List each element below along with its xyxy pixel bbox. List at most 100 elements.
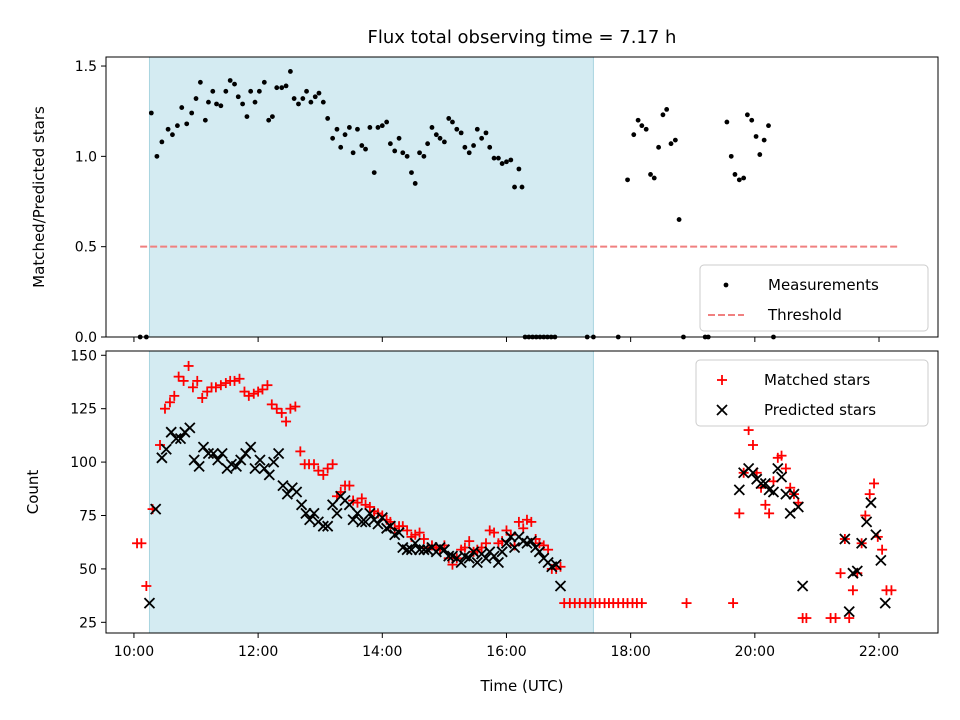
bottom-predicted-stars-point <box>843 605 855 618</box>
bottom-matched-stars-point <box>192 375 203 386</box>
bottom-legend-box <box>695 359 929 427</box>
bottom-legend[interactable]: Matched stars Predicted stars <box>695 359 929 427</box>
top-legend-item[interactable]: Measurements <box>723 276 879 294</box>
bottom-predicted-stars-point <box>347 514 359 526</box>
top-measurements-point <box>396 135 402 141</box>
bottom-predicted-stars-point <box>860 516 873 528</box>
top-measurements-point <box>320 99 326 105</box>
top-measurements-point <box>672 137 678 143</box>
bottom-legend-label: Predicted stars <box>764 401 876 419</box>
top-measurements-point <box>197 79 203 85</box>
bottom-predicted-stars-point <box>409 537 421 549</box>
top-measurements-point <box>159 139 165 145</box>
bottom-predicted-stars-point <box>193 460 205 473</box>
top-measurements-point <box>193 96 199 101</box>
top-measurements-point <box>165 126 171 132</box>
bottom-axes-frame <box>105 350 939 634</box>
bottom-matched-stars-point <box>178 375 189 386</box>
bottom-matched-stars-point <box>764 508 775 519</box>
top-measurements-point <box>202 117 208 123</box>
top-measurements-point <box>736 177 742 183</box>
bottom-predicted-stars-point <box>308 507 320 520</box>
bottom-ytick-label: 125 <box>70 402 97 418</box>
bottom-matched-stars-point <box>322 463 333 474</box>
bottom-predicted-stars-point <box>772 462 784 475</box>
bottom-predicted-stars-point <box>480 552 492 564</box>
top-measurements-point <box>643 126 649 132</box>
top-measurements-point <box>252 99 258 105</box>
bottom-legend-item[interactable]: Matched stars <box>717 371 870 389</box>
top-measurements-point <box>635 117 641 123</box>
bottom-predicted-stars-point <box>150 503 162 515</box>
top-measurements-point <box>279 85 285 91</box>
bottom-matched-stars-point <box>155 440 166 450</box>
top-measurements-point <box>625 177 630 183</box>
top-measurements-point <box>148 110 154 116</box>
top-measurements-point <box>433 132 439 138</box>
top-measurements-point <box>270 114 275 120</box>
top-measurements-point <box>359 143 365 148</box>
bottom-xlabel: Time (UTC) <box>480 677 564 695</box>
top-measurements-point <box>304 88 309 94</box>
bottom-ytick-label: 25 <box>79 615 97 631</box>
top-measurements-point <box>676 217 682 222</box>
bottom-legend-item[interactable]: Predicted stars <box>716 401 876 419</box>
top-measurements-point <box>256 88 262 94</box>
bottom-predicted-stars-point <box>775 471 788 483</box>
bottom-predicted-stars-point <box>322 520 334 532</box>
top-ytick-label: 0.5 <box>75 240 97 256</box>
bottom-matched-stars-point <box>243 390 254 401</box>
bottom-predicted-stars-point <box>290 486 303 498</box>
bottom-matched-stars-point <box>835 568 846 579</box>
top-measurements-point <box>175 123 180 129</box>
top-measurements-point <box>761 137 767 143</box>
bottom-predicted-stars-point <box>272 447 285 460</box>
bottom-matched-stars-point <box>860 510 871 521</box>
bottom-matched-stars-point <box>364 501 375 512</box>
top-measurements-point <box>266 117 272 123</box>
bottom-predicted-stars-point <box>525 535 537 547</box>
bottom-predicted-stars-point <box>268 456 280 468</box>
bottom-matched-stars-point <box>344 480 355 491</box>
bottom-predicted-stars-point <box>216 447 228 460</box>
bottom-matched-stars-point <box>728 598 739 609</box>
bottom-predicted-stars-point <box>839 533 851 545</box>
bottom-predicted-stars-point <box>505 531 517 543</box>
bottom-matched-stars-point <box>636 598 647 609</box>
top-measurements-point <box>342 132 348 138</box>
top-measurements-point <box>392 148 398 154</box>
bottom-matched-stars-point <box>410 529 421 540</box>
top-measurements-point <box>316 90 322 96</box>
bottom-matched-stars-point <box>734 508 745 519</box>
bottom-matched-stars-point <box>257 384 268 395</box>
top-shade-region <box>149 57 594 337</box>
top-legend[interactable]: Measurements Threshold <box>699 264 929 332</box>
top-measurements-point <box>466 150 472 156</box>
top-measurements-point <box>274 85 280 91</box>
bottom-matched-stars-point <box>183 360 194 371</box>
bottom-legend-label: Matched stars <box>764 371 870 389</box>
bottom-ticks: 25 50 75 100 125 150 10:00 12:00 14:00 16:00 18:00… <box>70 348 899 660</box>
bottom-predicted-stars-point <box>372 518 384 530</box>
bottom-matched-stars-point <box>173 371 184 382</box>
top-measurements-point <box>387 141 393 147</box>
bottom-predicted-stars-point <box>755 477 767 490</box>
top-measurements-point <box>367 125 373 130</box>
top-measurements-point <box>664 106 670 112</box>
bottom-matched-stars-point <box>202 386 213 397</box>
bottom-matched-stars-point <box>215 380 226 391</box>
top-measurements-point <box>656 144 661 150</box>
top-legend-item[interactable]: Threshold <box>708 306 842 324</box>
bottom-predicted-stars-point <box>413 544 426 556</box>
bottom-matched-stars-point <box>801 613 812 624</box>
bottom-matched-stars-point <box>229 375 240 386</box>
bottom-matched-stars-point <box>521 514 532 525</box>
top-legend-label: Measurements <box>768 276 879 294</box>
bottom-matched-stars-point <box>285 403 296 414</box>
top-measurements-point <box>154 153 160 159</box>
bottom-predicted-stars-point <box>143 597 156 609</box>
top-measurements-point <box>218 103 224 109</box>
top-measurements-point <box>312 94 318 100</box>
bottom-predicted-stars-point <box>467 546 480 558</box>
